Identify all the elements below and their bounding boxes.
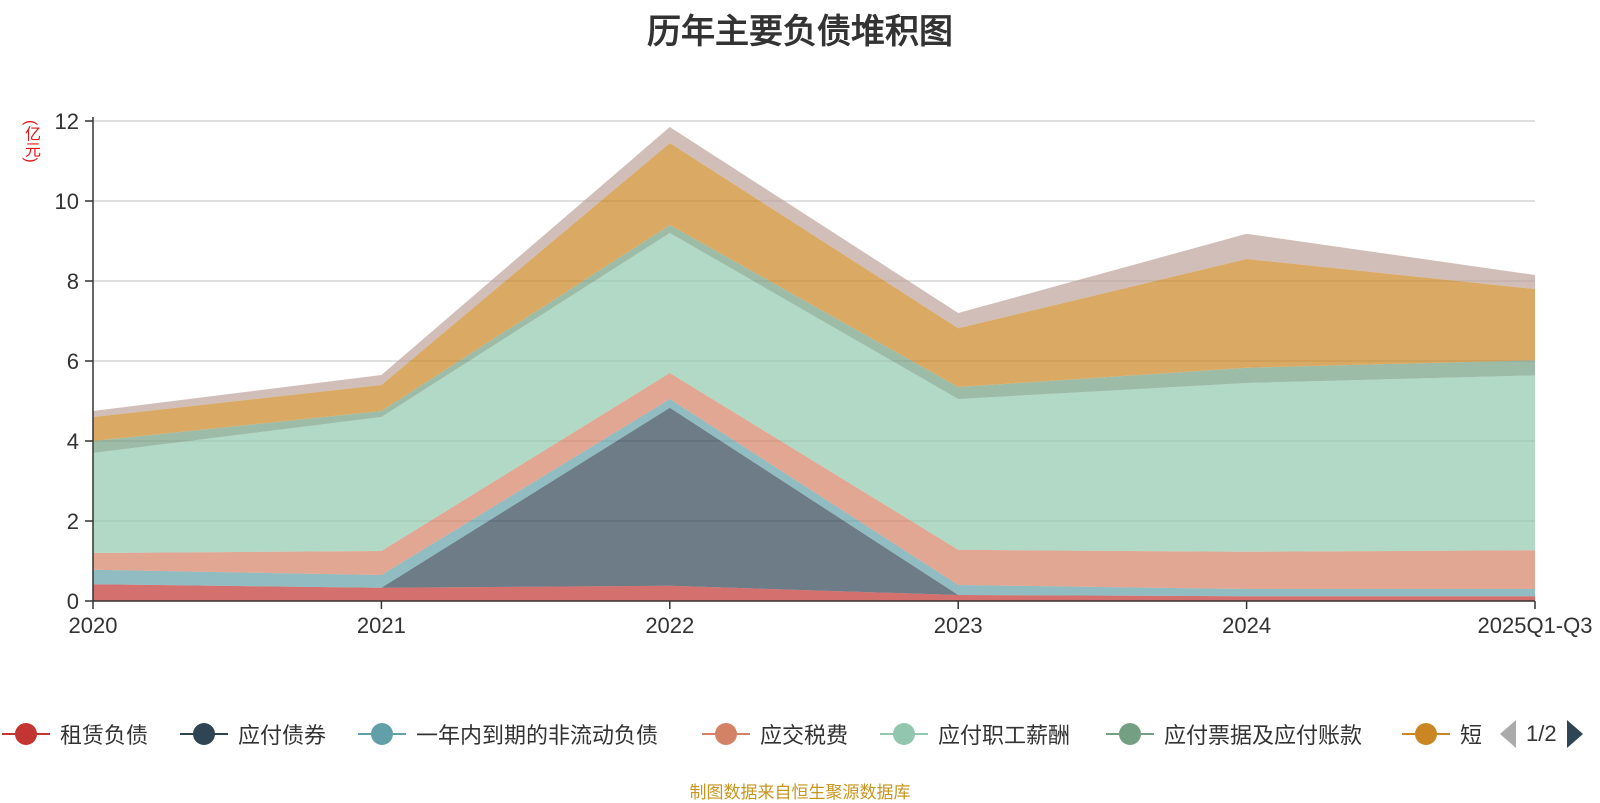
legend-marker-icon <box>358 723 406 745</box>
legend-marker-icon <box>1402 723 1450 745</box>
area-series-3 <box>93 373 1535 589</box>
y-tick-label: 0 <box>67 589 79 614</box>
legend-marker-icon <box>1106 723 1154 745</box>
legend-prev-page-icon[interactable] <box>1500 720 1516 748</box>
area-series-6 <box>93 143 1535 441</box>
legend-label: 应付职工薪酬 <box>938 723 1071 748</box>
legend-page-indicator: 1/2 <box>1526 721 1557 746</box>
legend-marker-icon <box>2 723 50 745</box>
legend-marker-icon <box>702 723 750 745</box>
y-axis-unit-label: (亿元) <box>22 120 39 163</box>
y-tick-label: 12 <box>55 109 79 134</box>
legend-label: 一年内到期的非流动负债 <box>416 723 659 748</box>
legend-marker-icon <box>180 723 228 745</box>
area-series-0 <box>93 584 1535 601</box>
area-series-2 <box>93 399 1535 597</box>
x-tick-label: 2020 <box>69 613 118 638</box>
legend-item[interactable]: 一年内到期的非流动负债 <box>356 716 658 752</box>
legend-marker-icon <box>880 723 928 745</box>
x-tick-label: 2021 <box>357 613 406 638</box>
legend-label: 应付债券 <box>238 723 327 748</box>
legend-next-page-icon[interactable] <box>1566 720 1583 748</box>
area-series-5 <box>93 225 1535 453</box>
legend-item[interactable]: 短 <box>1400 716 1482 752</box>
y-tick-label: 4 <box>67 429 79 454</box>
x-tick-label: 2023 <box>934 613 983 638</box>
legend-label: 短 <box>1460 723 1483 748</box>
legend-item[interactable]: 应交税费 <box>700 716 848 752</box>
chart-title: 历年主要负债堆积图 <box>647 13 953 51</box>
legend-label: 租赁负债 <box>60 723 149 748</box>
x-tick-label: 2022 <box>645 613 694 638</box>
legend-item[interactable]: 应付债券 <box>178 716 326 752</box>
legend-item[interactable]: 应付票据及应付账款 <box>1104 716 1362 752</box>
legend-item[interactable]: 租赁负债 <box>0 716 148 752</box>
area-series-4 <box>93 233 1535 553</box>
legend-label: 应交税费 <box>760 723 849 748</box>
y-tick-label: 8 <box>67 269 79 294</box>
legend-item[interactable]: 应付职工薪酬 <box>878 716 1070 752</box>
x-tick-label: 2025Q1-Q3 <box>1478 613 1593 638</box>
y-tick-label: 10 <box>55 189 79 214</box>
y-tick-label: 6 <box>67 349 79 374</box>
legend-label: 应付票据及应付账款 <box>1164 723 1363 748</box>
legend-pager: 1/2 <box>1500 716 1583 752</box>
area-series-1 <box>93 407 1535 597</box>
x-tick-label: 2024 <box>1222 613 1271 638</box>
y-tick-label: 2 <box>67 509 79 534</box>
chart-legend: 租赁负债 应付债券 一年内到期的非流动负债 应交税费 应付职工薪酬 应付票据及应付账款 短 <box>0 716 1600 752</box>
source-note: 制图数据来自恒生聚源数据库 <box>689 783 911 802</box>
